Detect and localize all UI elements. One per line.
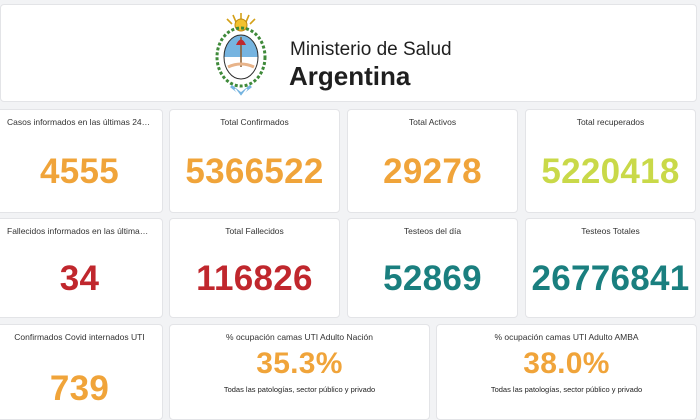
country-name: Argentina [289,61,411,91]
card-testeos-dia: Testeos del día 52869 [347,218,518,318]
card-title: Casos informados en las últimas 24… [7,117,151,127]
card-title: Total Activos [408,117,457,127]
card-uti-nacion: % ocupación camas UTI Adulto Nación 35.3… [169,324,430,420]
card-note: Todas las patologías, sector público y p… [223,385,376,394]
ministry-name: Ministerio de Salud [290,39,452,60]
card-title: Total Confirmados [220,117,289,127]
card-total-recuperados: Total recuperados 5220418 [525,109,696,213]
card-uti-internados: Confirmados Covid internados UTI 739 [0,324,163,420]
card-title: Testeos Totales [581,226,640,236]
card-value: 35.3% [256,347,343,380]
card-value: 5366522 [185,152,324,191]
card-title: Total recuperados [576,117,645,127]
card-total-fallecidos: Total Fallecidos 116826 [169,218,340,318]
card-uti-amba: % ocupación camas UTI Adulto AMBA 38.0% … [436,324,697,420]
card-title: Confirmados Covid internados UTI [14,332,145,342]
card-value: 34 [59,259,100,298]
card-title: % ocupación camas UTI Adulto Nación [226,332,373,342]
header-banner: Ministerio de Salud Argentina [0,4,697,102]
card-title: Fallecidos informados en las última… [7,226,149,236]
card-value: 52869 [383,259,482,298]
card-total-confirmados: Total Confirmados 5366522 [169,109,340,213]
card-fallecidos-24h: Fallecidos informados en las última… 34 [0,218,163,318]
card-value: 5220418 [541,152,680,191]
card-value: 26776841 [531,259,690,298]
card-value: 739 [49,369,110,408]
card-value: 29278 [383,152,482,191]
card-title: Total Fallecidos [225,226,284,236]
card-title: Testeos del día [403,226,462,236]
card-value: 116826 [196,259,313,298]
card-note: Todas las patologías, sector público y p… [490,385,643,394]
card-value: 4555 [39,152,120,191]
card-testeos-totales: Testeos Totales 26776841 [525,218,696,318]
argentina-coat-of-arms-icon [215,13,267,99]
card-value: 38.0% [523,347,610,380]
card-title: % ocupación camas UTI Adulto AMBA [494,332,639,342]
card-casos-24h: Casos informados en las últimas 24… 4555 [0,109,163,213]
card-total-activos: Total Activos 29278 [347,109,518,213]
